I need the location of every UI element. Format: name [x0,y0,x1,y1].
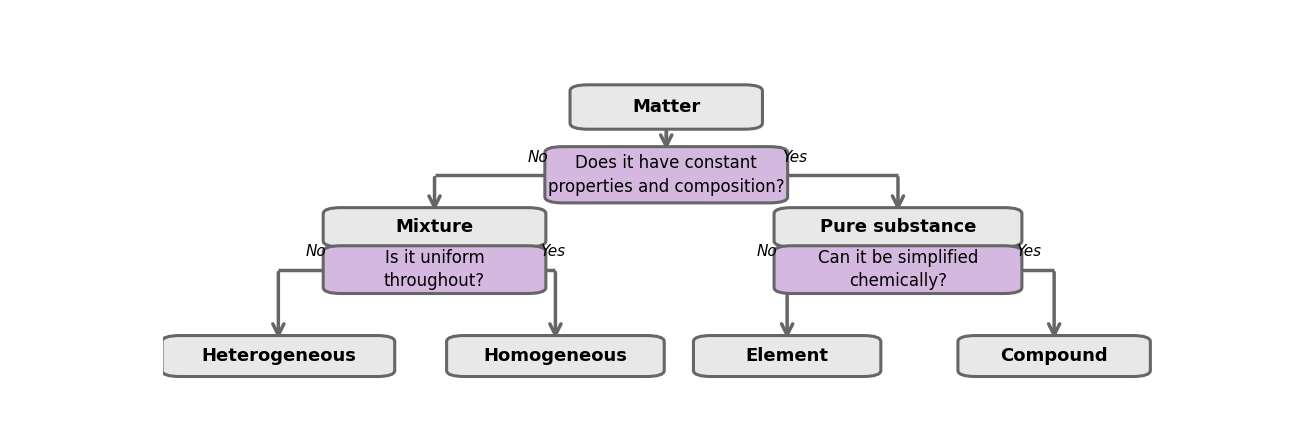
FancyBboxPatch shape [958,336,1150,377]
FancyBboxPatch shape [545,147,788,203]
FancyBboxPatch shape [324,208,546,247]
FancyBboxPatch shape [569,85,763,129]
Text: Compound: Compound [1000,347,1108,365]
FancyBboxPatch shape [693,336,881,377]
Text: Is it uniform
throughout?: Is it uniform throughout? [384,249,485,290]
Text: Pure substance: Pure substance [820,218,976,236]
Text: Yes: Yes [783,150,807,165]
Text: No: No [306,245,326,260]
Text: Can it be simplified
chemically?: Can it be simplified chemically? [818,249,978,290]
Text: Matter: Matter [632,98,701,116]
Text: Heterogeneous: Heterogeneous [202,347,356,365]
Text: Yes: Yes [1017,245,1041,260]
FancyBboxPatch shape [447,336,664,377]
Text: Homogeneous: Homogeneous [484,347,628,365]
Text: Mixture: Mixture [395,218,473,236]
FancyBboxPatch shape [324,246,546,293]
FancyBboxPatch shape [774,246,1022,293]
FancyBboxPatch shape [774,208,1022,247]
FancyBboxPatch shape [162,336,395,377]
Text: Does it have constant
properties and composition?: Does it have constant properties and com… [547,154,785,195]
Text: No: No [757,245,777,260]
Text: Yes: Yes [541,245,566,260]
Text: Element: Element [746,347,828,365]
Text: No: No [528,150,549,165]
